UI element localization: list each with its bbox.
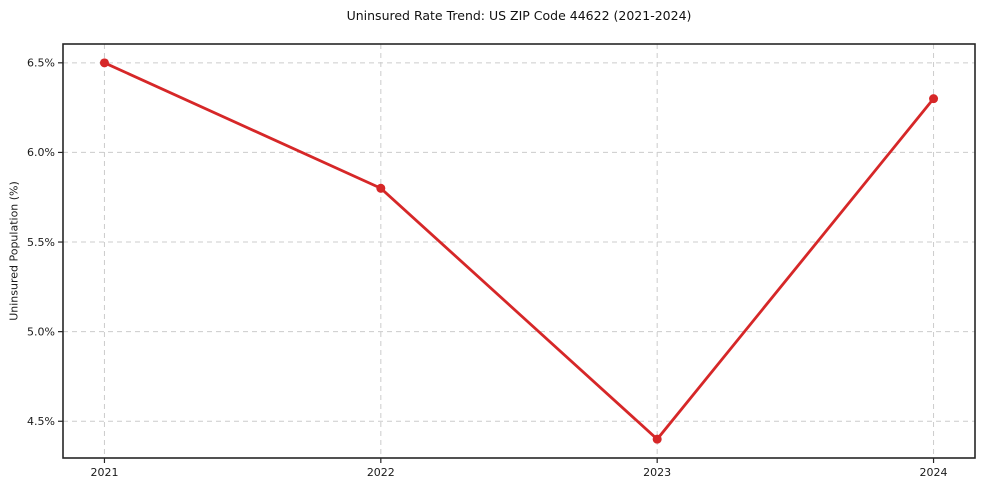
y-tick-label: 5.0% (27, 325, 55, 338)
x-tick-label: 2022 (367, 466, 395, 479)
y-tick-label: 4.5% (27, 415, 55, 428)
y-tick-label: 5.5% (27, 236, 55, 249)
plot-frame (62, 43, 976, 459)
x-tick-label: 2021 (90, 466, 118, 479)
data-point (652, 434, 662, 444)
trend-line (103, 61, 935, 441)
data-point (99, 58, 109, 68)
x-tick-label: 2024 (920, 466, 948, 479)
data-point (376, 183, 386, 193)
y-tick-label: 6.0% (27, 146, 55, 159)
y-tick-label: 6.5% (27, 57, 55, 70)
data-point (929, 94, 939, 104)
x-tick-label: 2023 (643, 466, 671, 479)
chart-title: Uninsured Rate Trend: US ZIP Code 44622 … (346, 8, 692, 23)
